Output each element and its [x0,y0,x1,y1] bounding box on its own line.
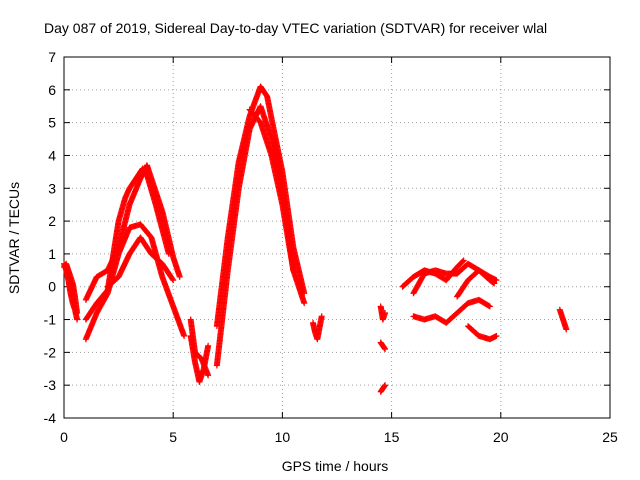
y-tick-label: 3 [48,180,56,196]
series-track-q [410,296,493,326]
y-tick-label: 0 [48,279,56,295]
x-axis-label: GPS time / hours [282,458,389,474]
series-track-o [377,382,389,395]
data-point [170,277,177,284]
series-track-l [309,313,325,343]
y-tick-label: 4 [48,147,56,163]
y-tick-label: -1 [44,312,57,328]
y-tick-label: 5 [48,115,56,131]
data-point [74,309,81,316]
x-axis: 0 5 10 15 20 25 [60,57,618,445]
data-point [205,372,212,379]
series-track-m [377,303,389,323]
x-tick-label: 20 [493,429,509,445]
series-track-r [410,260,498,297]
x-tick-label: 25 [602,429,618,445]
data-point [205,342,212,349]
y-tick-label: 7 [48,49,56,65]
y-axis-label: SDTVAR / TECUs [6,182,22,294]
series-track-e [104,234,177,290]
x-tick-label: 5 [169,429,177,445]
y-tick-label: -3 [44,377,57,393]
series-track-n [377,339,389,353]
series-track-b [61,260,81,316]
x-tick-label: 0 [60,429,68,445]
data-point [181,332,188,339]
y-tick-label: 6 [48,82,56,98]
y-tick-label: 2 [48,213,56,229]
y-tick-label: 1 [48,246,56,262]
x-tick-label: 15 [384,429,400,445]
data-point [169,276,176,283]
x-tick-label: 10 [275,429,291,445]
series-track-u [556,306,570,333]
data-points [61,83,570,395]
data-point [74,316,81,323]
series-track-h [187,316,212,379]
chart-title: Day 087 of 2019, Sidereal Day-to-day VTE… [44,20,547,36]
data-point [165,250,172,257]
y-tick-label: -4 [44,410,57,426]
y-tick-label: -2 [44,344,57,360]
series-track-t [465,323,500,343]
data-point [176,273,183,280]
plot-frame [63,56,611,419]
grid [64,57,610,418]
series-track-f [82,165,172,323]
y-axis: -4 -3 -2 -1 0 1 2 3 4 5 6 7 [44,49,610,426]
